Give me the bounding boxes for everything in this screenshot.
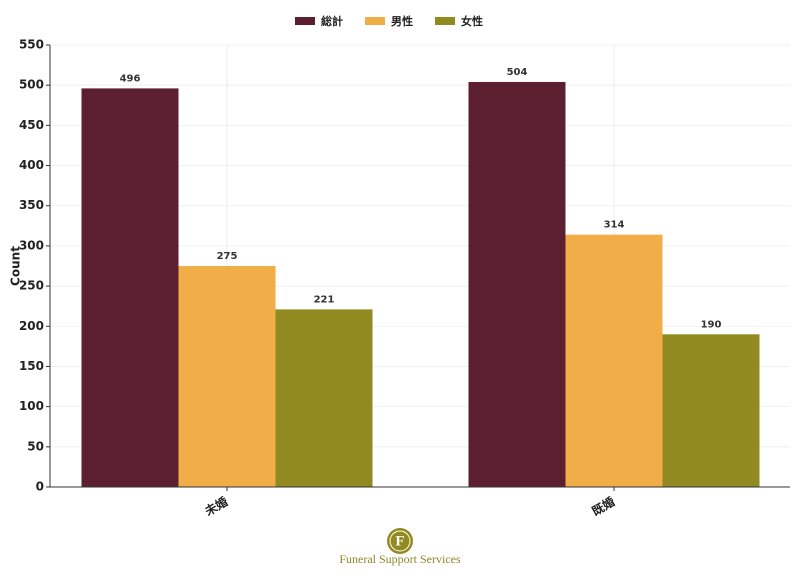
logo-letter: F	[395, 533, 404, 549]
value-label: 275	[217, 251, 238, 262]
value-label: 221	[314, 294, 335, 305]
x-tick-label: 既婚	[589, 494, 617, 519]
value-label: 190	[701, 319, 722, 330]
bar	[81, 88, 179, 487]
legend: 総計 男性 女性	[295, 14, 483, 28]
footer-text: Funeral Support Services	[339, 552, 461, 566]
value-label: 496	[120, 73, 141, 84]
logo-circle	[387, 528, 413, 554]
y-tick-label: 150	[19, 359, 44, 373]
y-tick-label: 250	[19, 279, 44, 293]
y-tick-label: 400	[19, 158, 44, 172]
footer-logo: F	[387, 528, 413, 554]
legend-label: 女性	[461, 14, 483, 28]
bar	[468, 81, 566, 487]
bar	[662, 334, 760, 487]
y-tick-label: 100	[19, 399, 44, 413]
value-label: 504	[507, 67, 528, 78]
y-tick-label: 50	[27, 439, 44, 453]
bar	[275, 309, 373, 487]
y-tick-label: 500	[19, 78, 44, 92]
y-tick-label: 300	[19, 238, 44, 252]
legend-swatch	[365, 17, 385, 25]
logo-ring	[389, 530, 411, 552]
bar	[178, 266, 276, 487]
bar	[565, 234, 663, 487]
y-tick-label: 550	[19, 38, 44, 52]
y-axis-label: Count	[9, 246, 23, 286]
y-tick-label: 350	[19, 198, 44, 212]
y-tick-label: 200	[19, 319, 44, 333]
legend-swatch	[435, 17, 455, 25]
legend-label: 男性	[391, 14, 413, 28]
y-tick-label: 0	[36, 480, 44, 494]
value-label: 314	[604, 220, 625, 231]
x-tick-label: 未婚	[201, 494, 230, 519]
legend-swatch	[295, 17, 315, 25]
y-tick-label: 450	[19, 118, 44, 132]
legend-label: 総計	[321, 14, 343, 28]
